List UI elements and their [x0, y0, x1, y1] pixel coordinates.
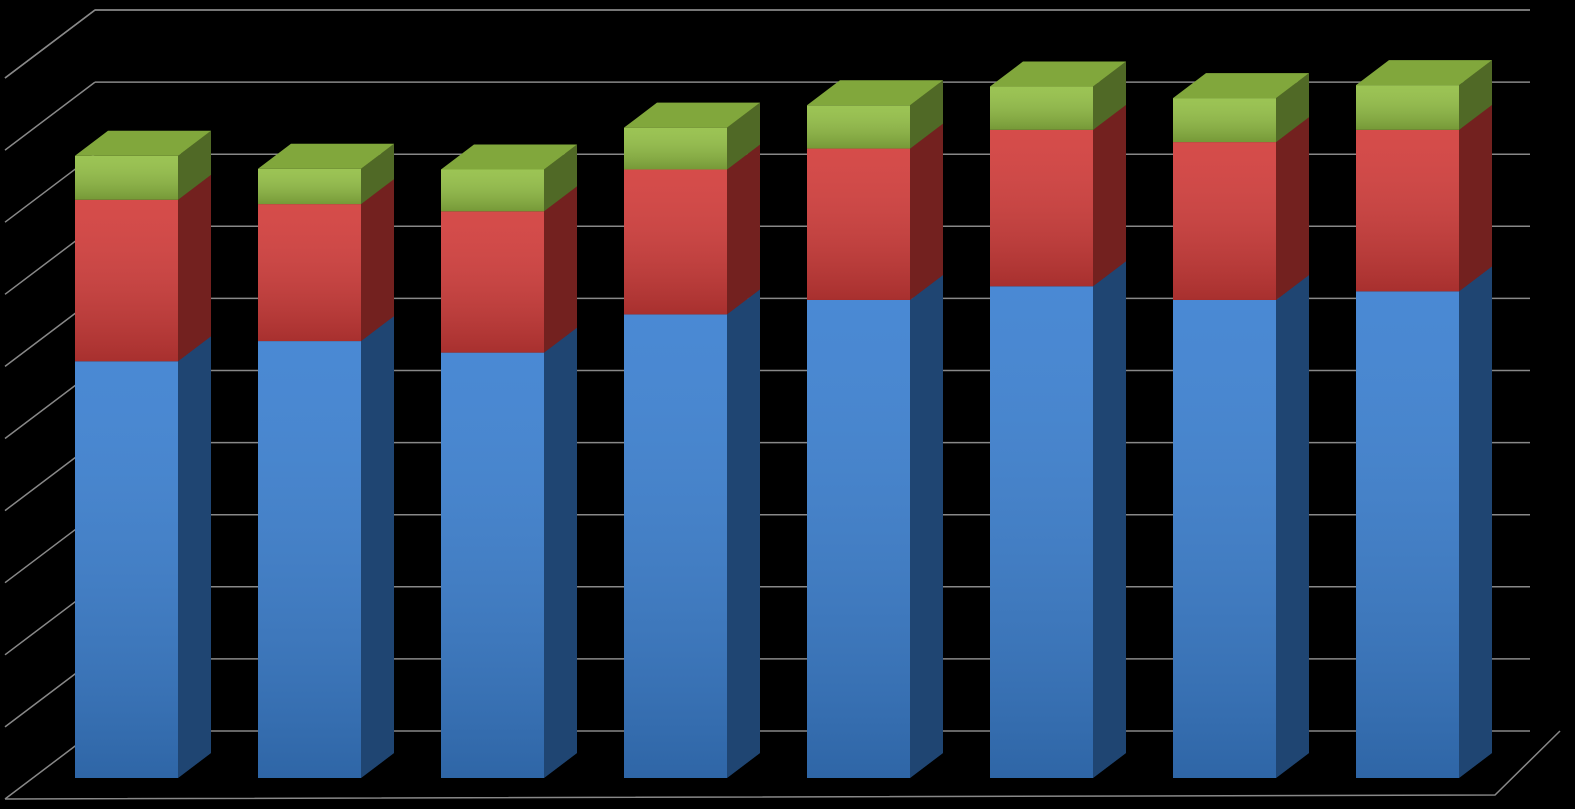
bar-top: [75, 130, 211, 156]
bar-segment-shade: [807, 299, 910, 778]
bar-side: [1276, 274, 1309, 778]
bar-segment-shade: [75, 199, 178, 362]
bar-side-shade: [361, 179, 394, 342]
bar-side-shade: [910, 274, 943, 778]
bar-side-shade: [178, 130, 211, 200]
bar-segment-shade: [258, 168, 361, 205]
bar-segment-shade: [258, 204, 361, 342]
bar-top-shade: [258, 143, 394, 169]
bar-side: [361, 316, 394, 778]
bar-side-shade: [178, 174, 211, 362]
bar-segment-shade: [1356, 129, 1459, 292]
bar-side: [1459, 104, 1492, 292]
bar-segment-shade: [258, 341, 361, 778]
bar-top: [1173, 73, 1309, 99]
bar-side-shade: [1459, 60, 1492, 130]
bar-segment-shade: [624, 314, 727, 778]
bar-side-shade: [910, 123, 943, 300]
bar-segment-shade: [1356, 85, 1459, 130]
bar-side: [178, 174, 211, 362]
bar-top-shade: [807, 80, 943, 106]
bar-segment-shade: [807, 105, 910, 149]
bar-side-shade: [1276, 73, 1309, 143]
bar-side-shade: [544, 327, 577, 778]
bar-side: [727, 102, 760, 170]
bar-side-shade: [361, 316, 394, 778]
bar-side: [1093, 104, 1126, 287]
bar-side: [178, 130, 211, 200]
bar-segment-shade: [441, 211, 544, 353]
bar-side: [544, 186, 577, 353]
bar-top: [990, 61, 1126, 87]
bar-side-shade: [1276, 117, 1309, 300]
bar-side: [1459, 266, 1492, 778]
bar-side: [727, 289, 760, 778]
bar-top: [1356, 60, 1492, 86]
floor-outline: [4, 730, 1561, 800]
bar-segment-shade: [624, 169, 727, 315]
bar-side: [1093, 61, 1126, 130]
bar-top-shade: [75, 130, 211, 156]
bar-top-shade: [624, 102, 760, 128]
bar-segment-shade: [1173, 299, 1276, 778]
bar-segment-shade: [990, 86, 1093, 130]
bar-side: [910, 274, 943, 778]
bar-segment-shade: [624, 127, 727, 170]
bar-segment-shade: [990, 129, 1093, 287]
bar-side-shade: [727, 289, 760, 778]
bar-side-shade: [727, 144, 760, 315]
bar-segment-shade: [75, 361, 178, 778]
bar-side: [544, 144, 577, 212]
bar-side-shade: [1093, 104, 1126, 287]
bar-side: [544, 327, 577, 778]
bar-segment-shade: [1173, 142, 1276, 300]
bar-top-shade: [1356, 60, 1492, 86]
grid-line-side: [4, 81, 96, 151]
bar-side: [1459, 60, 1492, 130]
bar-segment-shade: [1173, 98, 1276, 143]
bar-side: [910, 123, 943, 300]
bar-top-shade: [990, 61, 1126, 87]
bar-side-shade: [1276, 274, 1309, 778]
grid-line-side: [4, 9, 96, 79]
bar-side-shade: [910, 80, 943, 149]
bar-side: [361, 143, 394, 205]
bar-side-shade: [1459, 104, 1492, 292]
bar-segment-shade: [807, 148, 910, 300]
bar-side-shade: [544, 144, 577, 212]
bar-segment-shade: [1356, 291, 1459, 778]
bar-side-shade: [544, 186, 577, 353]
bar-segment-shade: [990, 286, 1093, 778]
bar-top: [624, 102, 760, 128]
bar-top: [807, 80, 943, 106]
bar-top: [441, 144, 577, 170]
bar-side: [178, 336, 211, 778]
bar-side: [1276, 117, 1309, 300]
bar-side-shade: [361, 143, 394, 205]
bar-side-shade: [1459, 266, 1492, 778]
bar-side-shade: [727, 102, 760, 170]
bar-top: [258, 143, 394, 169]
bar-side: [1093, 261, 1126, 778]
bar-side-shade: [178, 336, 211, 778]
bar-top-shade: [441, 144, 577, 170]
bar-side: [910, 80, 943, 149]
bar-side-shade: [1093, 61, 1126, 130]
bar-side: [727, 144, 760, 315]
bar-side: [361, 179, 394, 342]
bar-segment-shade: [75, 155, 178, 200]
bar-segment-shade: [441, 169, 544, 212]
bar-segment-shade: [441, 352, 544, 778]
bar-side-shade: [1093, 261, 1126, 778]
bar-top-shade: [1173, 73, 1309, 99]
bar-side: [1276, 73, 1309, 143]
